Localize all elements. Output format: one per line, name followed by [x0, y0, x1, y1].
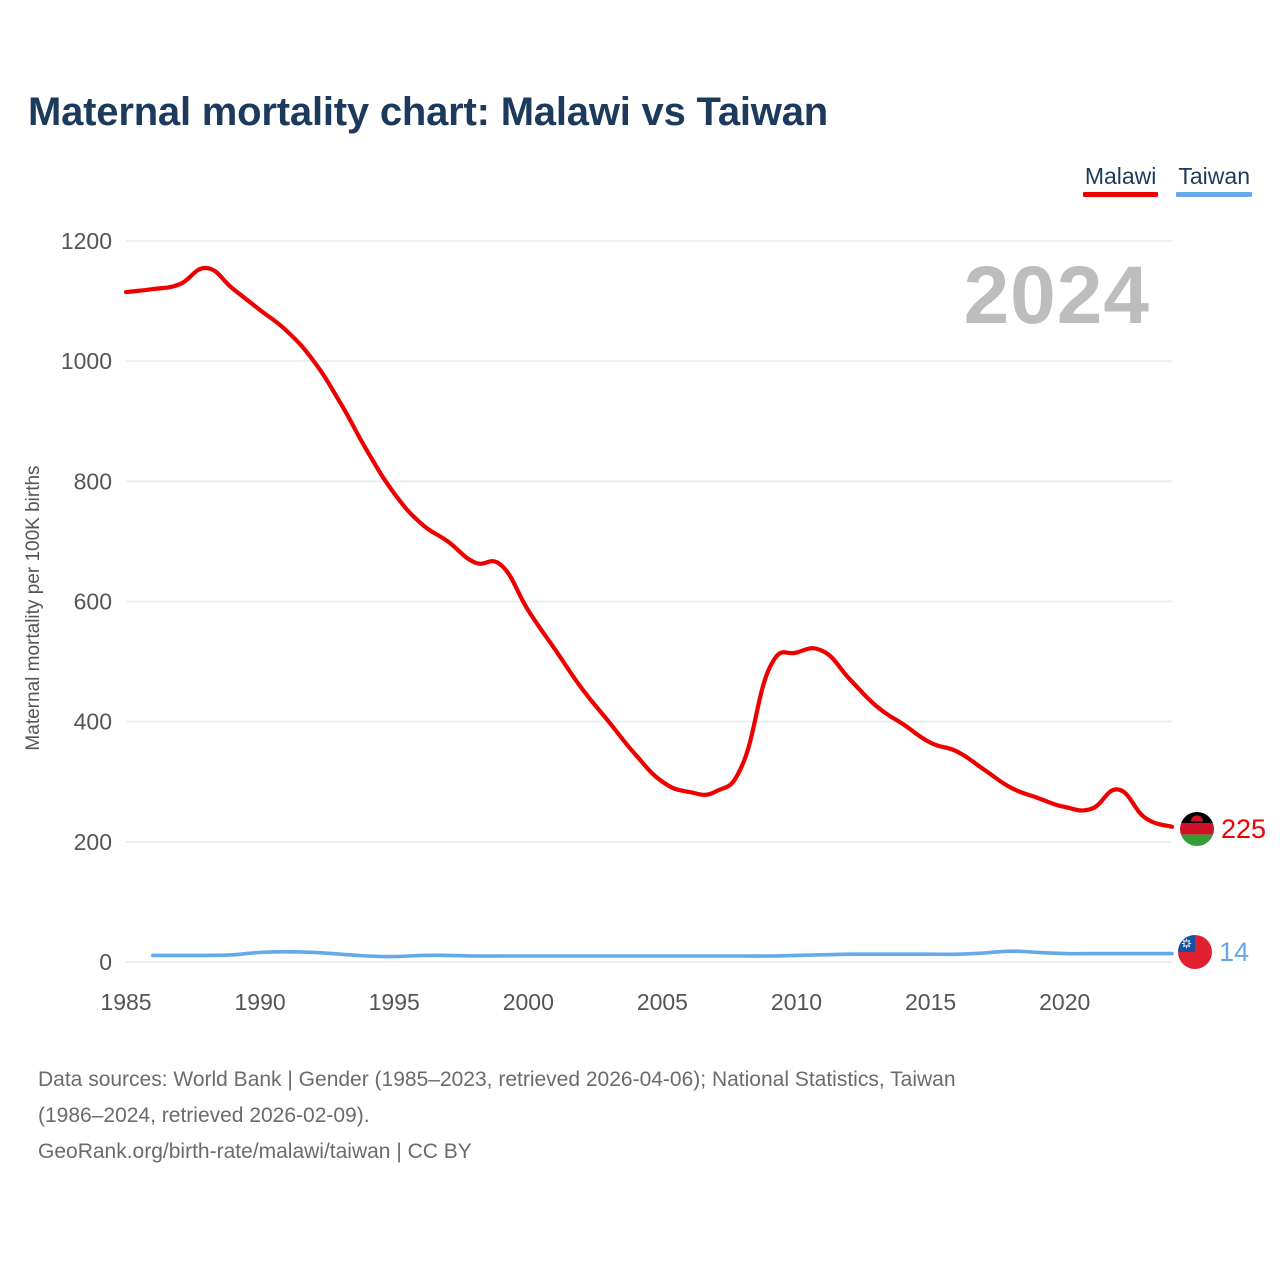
legend-swatch-taiwan — [1176, 192, 1252, 197]
end-marker-taiwan: 14 — [1178, 935, 1249, 969]
malawi-flag-icon — [1180, 812, 1214, 846]
x-tick-label: 1990 — [235, 989, 286, 1015]
legend-label-malawi: Malawi — [1084, 163, 1157, 189]
series-line-malawi — [123, 265, 1175, 829]
y-axis-tick-labels: 0 200 400 600 800 1000 1200 — [61, 228, 112, 975]
chart-svg: 0 200 400 600 800 1000 1200 1985 1990 1995 2000 20… — [61, 228, 1175, 1015]
y-tick-label: 1000 — [61, 348, 112, 374]
x-tick-label: 2020 — [1039, 989, 1090, 1015]
y-tick-label: 400 — [74, 709, 112, 735]
y-axis-title: Maternal mortality per 100K births — [23, 465, 44, 751]
plot-area: 0 200 400 600 800 1000 1200 1985 1990 1995 2000 20… — [61, 228, 1175, 1015]
y-tick-label: 0 — [99, 949, 112, 975]
y-tick-label: 600 — [74, 589, 112, 615]
legend-swatch-malawi — [1082, 192, 1159, 197]
footer-line-1: Data sources: World Bank | Gender (1985–… — [38, 1068, 956, 1091]
legend-item-taiwan[interactable]: Taiwan — [1176, 163, 1252, 197]
page-title: Maternal mortality chart: Malawi vs Taiw… — [28, 90, 828, 134]
gridlines — [126, 240, 1172, 963]
y-tick-label: 200 — [74, 829, 112, 855]
x-tick-label: 2015 — [905, 989, 956, 1015]
footer-line-2: (1986–2024, retrieved 2026-02-09). — [38, 1104, 370, 1127]
series-line-taiwan — [151, 949, 1174, 959]
footer-line-3: GeoRank.org/birth-rate/malawi/taiwan | C… — [38, 1140, 472, 1163]
legend-item-malawi[interactable]: Malawi — [1082, 163, 1159, 197]
footer-credits: Data sources: World Bank | Gender (1985–… — [38, 1062, 1218, 1170]
x-axis-tick-labels: 1985 1990 1995 2000 2005 2010 2015 2020 — [100, 989, 1090, 1015]
year-watermark: 2024 — [963, 250, 1150, 341]
taiwan-flag-icon — [1178, 935, 1212, 969]
x-tick-label: 2010 — [771, 989, 822, 1015]
end-marker-malawi: 225 — [1180, 812, 1266, 846]
y-tick-label: 1200 — [61, 228, 112, 254]
chart-legend: Malawi Taiwan — [1082, 163, 1252, 197]
legend-label-taiwan: Taiwan — [1178, 163, 1250, 189]
x-tick-label: 1995 — [369, 989, 420, 1015]
series-lines — [123, 265, 1175, 959]
y-tick-label: 800 — [74, 468, 112, 494]
x-tick-label: 2000 — [503, 989, 554, 1015]
end-value-malawi: 225 — [1221, 813, 1267, 844]
end-value-taiwan: 14 — [1219, 936, 1250, 967]
x-tick-label: 1985 — [100, 989, 151, 1015]
x-tick-label: 2005 — [637, 989, 688, 1015]
